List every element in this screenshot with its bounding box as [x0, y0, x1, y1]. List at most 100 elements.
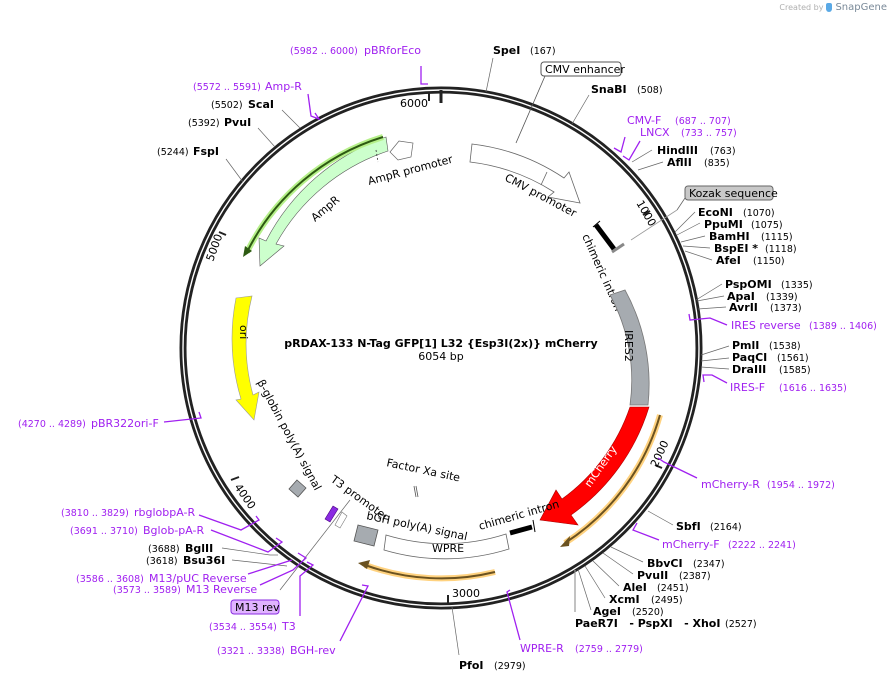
primer-pos: (1389 .. 1406) [809, 321, 877, 332]
ori-label: ori [237, 325, 250, 339]
primer[interactable]: mCherry-R (1954 .. 1972) [657, 457, 835, 491]
primer[interactable]: LNCX (733 .. 757) [622, 126, 737, 161]
feature-m13-rev[interactable]: M13 rev [230, 599, 280, 615]
ampr-orf-arrow [243, 134, 384, 257]
enzyme-site[interactable]: HindIII (763) [631, 144, 736, 163]
ampr-label: AmpR [309, 193, 343, 224]
primer-name: pBRforEco [364, 44, 421, 57]
enzyme-name: BbvCI [647, 557, 683, 570]
enzyme-site[interactable]: PmlI (1538) [700, 339, 801, 356]
enzyme-pos: (1070) [743, 208, 775, 219]
primer-pos: (1616 .. 1635) [779, 383, 847, 394]
primer-name: mCherry-F [662, 538, 720, 551]
enzyme-site[interactable]: XcmI (2495) [584, 565, 683, 606]
feature-wpre[interactable]: WPRE [383, 533, 510, 560]
primer[interactable]: (3691 .. 3710) Bglob-pA-R [70, 524, 284, 553]
enzyme-site[interactable]: (5392) PvuI [188, 116, 276, 148]
enzyme-site[interactable]: PvuII (2387) [602, 552, 711, 582]
enzyme-site[interactable]: PpuMI (1075) [676, 218, 783, 236]
enzyme-name: PfoI [459, 659, 484, 672]
enzyme-pos: (2387) [679, 571, 711, 582]
enzyme-pos: (2451) [657, 583, 689, 594]
primer[interactable]: (5572 .. 5591) Amp-R [193, 80, 321, 121]
enzyme-site[interactable]: ApaI (1339) [696, 290, 798, 303]
enzyme-site[interactable]: SnaBI (508) [571, 83, 663, 125]
enzyme-name: BspEI * [714, 242, 758, 255]
enzyme-site[interactable]: AleI (2451) [592, 560, 689, 594]
wpre-orf-arrow [358, 560, 496, 582]
enzyme-pos: (167) [530, 46, 556, 57]
primer[interactable]: CMV-F (687 .. 707) [613, 114, 731, 153]
feature-bgh-polya[interactable]: bGH poly(A) signal [353, 509, 469, 547]
enzyme-name: PaqCI [732, 351, 767, 364]
primer[interactable]: IRES-F (1616 .. 1635) [702, 374, 847, 394]
feature-cmv-promoter[interactable]: CMV promoter [469, 143, 581, 220]
enzyme-site[interactable]: SpeI (167) [485, 44, 556, 93]
enzyme-site[interactable]: (3688) BglII [148, 542, 278, 556]
enzyme-site[interactable]: (5244) FspI [157, 145, 244, 183]
enzyme-name: PmlI [732, 339, 759, 352]
enzyme-site[interactable]: SbfI (2164) [647, 510, 742, 533]
enzyme-name: Bsu36I [183, 554, 225, 567]
enzyme-site[interactable]: BbvCI (2347) [610, 546, 725, 570]
primer[interactable]: WPRE-R (2759 .. 2779) [506, 589, 643, 655]
enzyme-name: PaeR7I - PspXI - XhoI [575, 617, 720, 630]
enzyme-site[interactable]: PaqCI (1561) [700, 351, 809, 364]
enzyme-name: ScaI [248, 98, 274, 111]
enzyme-pos: (763) [710, 146, 736, 157]
enzyme-name: AvrII [729, 301, 758, 314]
enzyme-site[interactable]: AgeI (2520) [577, 568, 664, 618]
primer[interactable]: (3810 .. 3829) rbglobpA-R [61, 506, 260, 531]
enzyme-site[interactable]: BamHI (1115) [680, 230, 793, 243]
primer[interactable]: (3321 .. 3338) BGH-rev [217, 584, 369, 657]
enzyme-pos: (5244) [157, 147, 189, 158]
feature-ires2[interactable]: IRES2 [609, 289, 650, 406]
primer[interactable]: (3573 .. 3589) M13 Reverse [113, 552, 308, 596]
enzyme-site[interactable]: AfeI (1150) [684, 250, 785, 267]
enzyme-pos: (5392) [188, 118, 220, 129]
enzyme-site[interactable]: EcoNI (1070) [674, 206, 775, 233]
enzyme-site[interactable]: DraIII (1585) [700, 363, 811, 376]
feature-factor-xa[interactable]: Factor Xa site [385, 456, 461, 498]
enzyme-name: PvuII [637, 569, 668, 582]
kozak-label: Kozak sequence [689, 187, 778, 200]
enzyme-pos: (1335) [781, 280, 813, 291]
enzyme-pos: (1118) [765, 244, 797, 255]
primer[interactable]: (3534 .. 3554) T3 [209, 561, 315, 633]
primer-name: IRES-F [730, 381, 765, 394]
primer-name: WPRE-R [520, 642, 564, 655]
enzyme-pos: (1339) [766, 292, 798, 303]
enzyme-pos: (508) [637, 85, 663, 96]
enzyme-site[interactable]: PfoI (2979) [451, 606, 526, 672]
enzyme-site[interactable]: (3618) Bsu36I [146, 554, 288, 567]
m13-rev-label: M13 rev [235, 601, 280, 614]
feature-cmv-enhancer[interactable]: CMV enhancer [515, 61, 625, 144]
enzyme-name: AgeI [593, 605, 621, 618]
primer-name: M13 Reverse [186, 583, 257, 596]
enzyme-name: FspI [193, 145, 219, 158]
enzyme-name: AflII [667, 156, 692, 169]
primer[interactable]: (4270 .. 4289) pBR322ori-F [18, 411, 202, 430]
feature-ori[interactable]: ori [231, 295, 260, 421]
primer[interactable]: (3586 .. 3608) M13/pUC Reverse [76, 559, 293, 585]
enzyme-site[interactable]: AvrII (1373) [697, 301, 802, 314]
feature-kozak[interactable]: Kozak sequence [630, 185, 778, 241]
primer-name: T3 [281, 620, 296, 633]
primer-pos: (3321 .. 3338) [217, 646, 285, 657]
tick-6000: 6000 [400, 97, 428, 110]
enzyme-site[interactable]: AflII (835) [637, 156, 730, 171]
primer[interactable]: mCherry-F (2222 .. 2241) [632, 522, 796, 551]
feature-beta-globin-polya[interactable]: β-globin poly(A) signal [254, 377, 324, 498]
enzyme-site[interactable]: BspEI * (1118) [682, 242, 797, 255]
enzyme-site[interactable]: (5502) ScaI [211, 98, 301, 129]
primer-pos: (687 .. 707) [675, 116, 731, 127]
primers: CMV-F (687 .. 707) LNCX (733 .. 757) IRE… [18, 44, 877, 657]
enzyme-site[interactable]: PaeR7I - PspXI - XhoI (2527) [574, 570, 757, 630]
enzyme-site[interactable]: PspOMI (1335) [695, 278, 813, 301]
primer[interactable]: IRES reverse (1389 .. 1406) [688, 313, 877, 332]
primer-name: Amp-R [265, 80, 302, 93]
primer-pos: (4270 .. 4289) [18, 419, 86, 430]
enzyme-pos: (1075) [751, 220, 783, 231]
primer[interactable]: (5982 .. 6000) pBRforEco [290, 44, 428, 85]
enzyme-name: EcoNI [698, 206, 733, 219]
